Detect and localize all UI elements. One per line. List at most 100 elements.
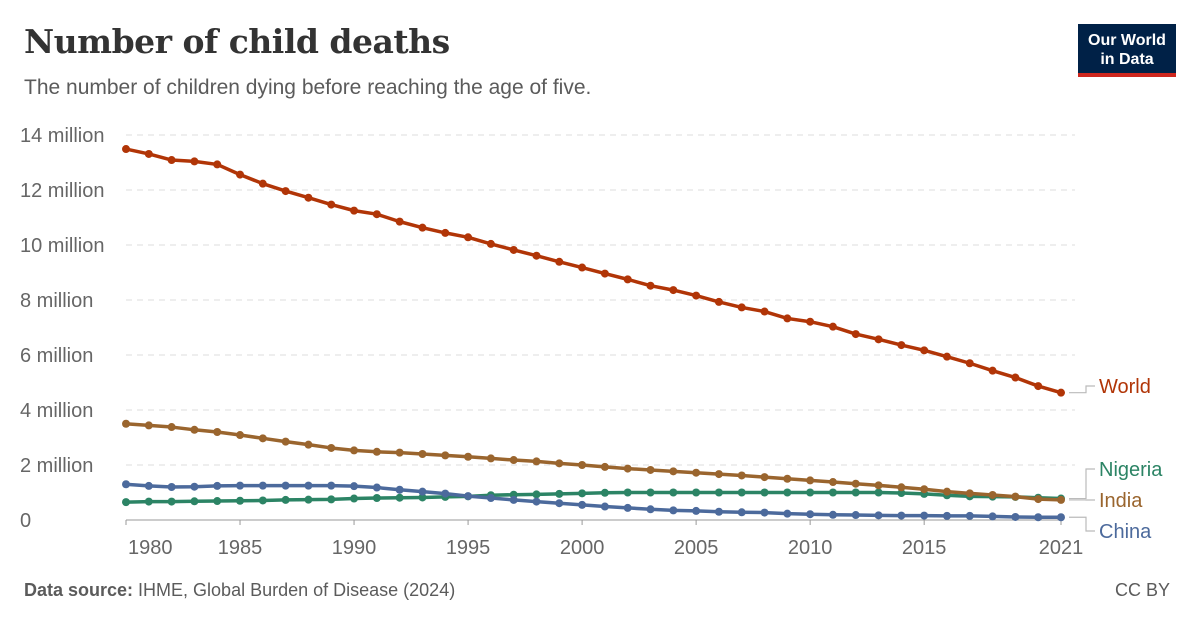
data-point-world — [623, 275, 632, 284]
data-point-nigeria — [623, 488, 632, 497]
data-point-china — [167, 483, 176, 491]
data-source: Data source: IHME, Global Burden of Dise… — [24, 580, 455, 601]
data-point-india — [441, 451, 450, 460]
data-point-nigeria — [236, 496, 245, 505]
data-point-world — [760, 307, 769, 316]
data-point-world — [258, 179, 267, 188]
y-tick-label: 0 — [20, 510, 31, 532]
data-point-china — [304, 481, 313, 490]
label-connector — [1069, 516, 1095, 532]
data-point-world — [532, 251, 541, 260]
data-point-india — [486, 454, 495, 463]
data-point-india — [874, 481, 883, 490]
data-point-india — [851, 479, 860, 488]
data-point-india — [350, 446, 359, 455]
data-point-nigeria — [760, 488, 769, 497]
data-point-china — [714, 507, 723, 516]
data-point-india — [623, 464, 632, 473]
x-tick-label: 2005 — [674, 537, 719, 559]
chart-subtitle: The number of children dying before reac… — [24, 76, 592, 99]
data-point-china — [646, 505, 655, 514]
y-tick-label: 14 million — [20, 125, 104, 147]
data-point-china — [350, 482, 359, 491]
data-point-nigeria — [555, 489, 564, 498]
data-point-world — [555, 257, 564, 266]
data-point-india — [555, 459, 564, 468]
data-source-label: Data source: — [24, 580, 134, 600]
data-point-world — [874, 335, 883, 344]
data-point-world — [600, 269, 609, 278]
data-point-nigeria — [669, 488, 678, 497]
data-point-china — [122, 480, 130, 489]
data-point-world — [190, 157, 199, 166]
data-point-india — [122, 419, 130, 428]
data-point-world — [851, 330, 860, 339]
x-tick-label: 1985 — [218, 537, 263, 559]
data-point-india — [692, 468, 701, 477]
data-point-china — [532, 497, 541, 506]
data-point-world — [988, 366, 997, 375]
data-point-nigeria — [532, 490, 541, 499]
data-point-india — [578, 461, 587, 469]
x-tick-label: 1995 — [446, 537, 491, 559]
chart-title: Number of child deaths — [24, 22, 450, 61]
data-point-world — [304, 193, 313, 202]
data-point-nigeria — [304, 495, 313, 504]
data-point-world — [350, 206, 359, 215]
x-tick-label: 2021 — [1039, 537, 1084, 559]
data-point-china — [327, 481, 336, 490]
data-point-world — [372, 210, 381, 219]
data-point-india — [965, 489, 974, 498]
data-point-china — [464, 492, 473, 501]
license-link[interactable]: CC BY — [1114, 580, 1170, 600]
data-point-india — [372, 447, 381, 456]
data-point-world — [144, 149, 153, 158]
data-point-world — [669, 286, 678, 295]
data-point-china — [1011, 512, 1020, 521]
y-tick-label: 12 million — [20, 180, 104, 202]
series-label-world: World — [1099, 376, 1151, 398]
data-point-china — [441, 489, 450, 498]
data-point-india — [806, 476, 815, 485]
data-point-china — [623, 503, 632, 512]
data-point-china — [418, 487, 427, 496]
data-point-nigeria — [692, 488, 701, 497]
data-point-nigeria — [828, 488, 837, 497]
data-point-world — [418, 223, 427, 232]
data-point-world — [920, 346, 929, 355]
data-point-china — [395, 485, 404, 494]
data-point-china — [555, 499, 564, 508]
x-tick-label: 2015 — [902, 537, 947, 559]
data-point-india — [236, 431, 245, 440]
data-point-china — [1034, 513, 1043, 522]
owid-logo[interactable]: Our World in Data — [1078, 24, 1176, 77]
data-point-nigeria — [714, 488, 723, 497]
data-point-world — [167, 156, 176, 165]
data-point-nigeria — [578, 489, 587, 498]
data-point-india — [509, 456, 518, 465]
data-point-china — [920, 511, 929, 520]
data-point-world — [122, 145, 130, 154]
data-point-china — [144, 481, 153, 490]
data-point-india — [327, 443, 336, 452]
data-point-nigeria — [372, 494, 381, 502]
data-point-india — [464, 452, 473, 461]
data-point-world — [1011, 373, 1020, 382]
data-point-india — [920, 485, 929, 494]
data-point-china — [600, 502, 609, 511]
data-point-nigeria — [350, 494, 359, 503]
logo-line-1: Our World — [1088, 32, 1166, 49]
x-tick-label: 1980 — [128, 537, 173, 559]
data-point-china — [236, 481, 245, 490]
data-point-nigeria — [418, 493, 427, 502]
data-point-india — [988, 490, 997, 499]
data-point-india — [760, 473, 769, 482]
data-source-text: IHME, Global Burden of Disease (2024) — [133, 580, 456, 600]
y-tick-label: 6 million — [20, 345, 93, 367]
x-tick-label: 1990 — [332, 537, 377, 559]
data-point-india — [828, 478, 837, 487]
data-point-world — [1034, 382, 1043, 391]
data-point-china — [486, 494, 495, 502]
y-tick-label: 8 million — [20, 290, 93, 312]
x-tick-label: 2000 — [560, 537, 605, 559]
